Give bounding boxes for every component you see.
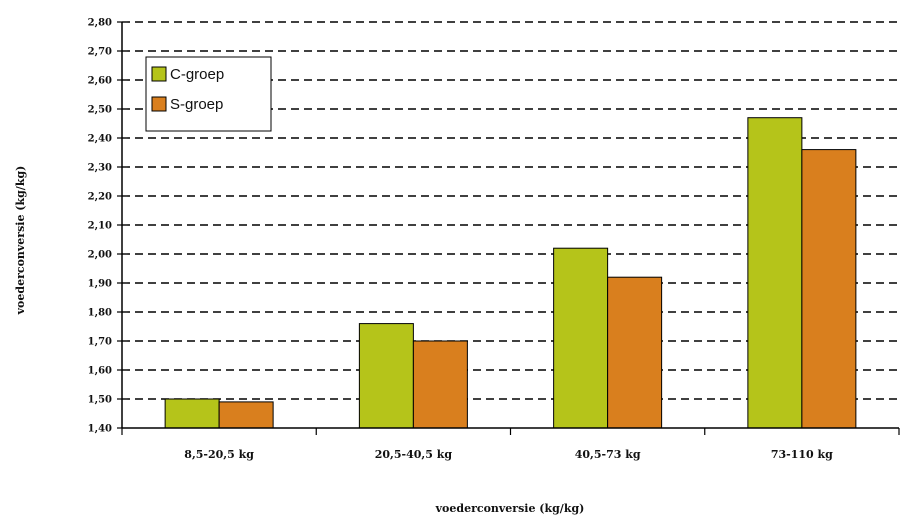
legend-swatch [151, 96, 167, 112]
y-tick-label: 2,60 [88, 76, 112, 87]
y-tick-label: 2,70 [88, 47, 112, 58]
x-tick-label: 20,5-40,5 kg [375, 448, 453, 461]
bar-c-groep [553, 247, 609, 429]
y-tick-label: 1,80 [88, 308, 112, 319]
y-tick-label: 1,40 [88, 424, 112, 435]
x-tick-labels: 8,5-20,5 kg 20,5-40,5 kg 40,5-73 kg 73-110 … [184, 448, 833, 461]
bars [164, 117, 857, 429]
bar-s-groep [607, 276, 663, 429]
legend-label: C-groep [170, 66, 224, 83]
y-tick-label: 2,80 [88, 18, 112, 29]
x-tick-label: 8,5-20,5 kg [184, 448, 254, 461]
y-tick-label: 2,30 [88, 163, 112, 174]
y-tick-label: 2,10 [88, 221, 112, 232]
legend: C-groep S-groep [145, 56, 272, 132]
legend-box [145, 56, 272, 132]
y-axis-title: voederconversie (kg/kg) [14, 166, 27, 316]
y-tick-labels: 1,40 1,50 1,60 1,70 1,80 1,90 2,00 2,10 2,20 2,30… [88, 18, 112, 435]
y-tick-label: 1,50 [88, 395, 112, 406]
y-tick-label: 2,20 [88, 192, 112, 203]
bar-c-groep [747, 117, 803, 429]
bar-c-groep [164, 398, 220, 429]
x-axis-title: voederconversie (kg/kg) [435, 502, 585, 515]
y-tick-label: 1,70 [88, 337, 112, 348]
y-tick-label: 1,60 [88, 366, 112, 377]
x-tick-label: 73-110 kg [771, 448, 833, 461]
y-tick-label: 2,40 [88, 134, 112, 145]
y-tick-label: 2,00 [88, 250, 112, 261]
bar-c-groep [358, 323, 414, 429]
bar-s-groep [412, 340, 468, 429]
legend-swatch [151, 66, 167, 82]
y-tick-label: 1,90 [88, 279, 112, 290]
bar-s-groep [218, 401, 274, 429]
x-tick-label: 40,5-73 kg [575, 448, 641, 461]
legend-label: S-groep [170, 96, 223, 113]
y-tick-label: 2,50 [88, 105, 112, 116]
bar-s-groep [801, 149, 857, 429]
axes [117, 21, 900, 435]
